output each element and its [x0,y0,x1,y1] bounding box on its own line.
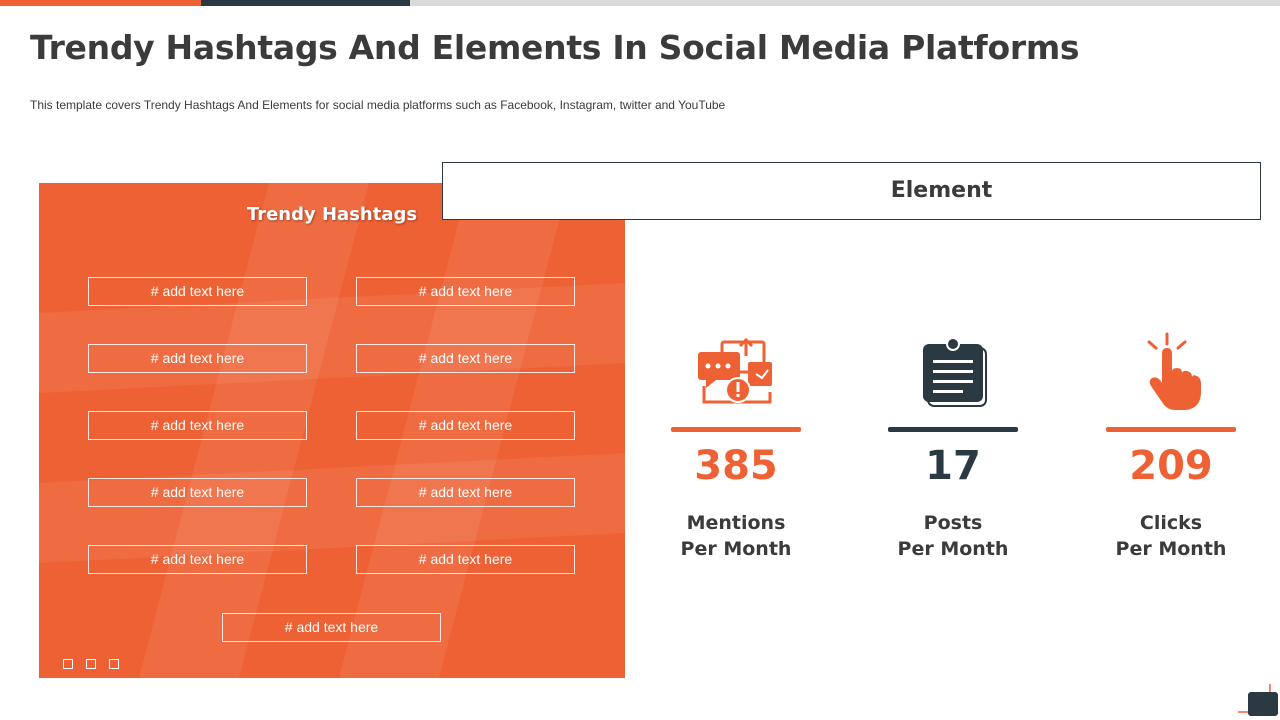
stat-value: 17 [925,443,981,489]
square-icon [109,659,119,669]
square-icon [63,659,73,669]
social-media-chat-icon [698,337,772,404]
stat-label: Posts Per Month [897,512,1009,560]
notepad-icon [923,337,987,407]
stat-divider [888,427,1018,432]
stat-divider [671,427,801,432]
click-hand-icon [1147,332,1201,410]
hashtag-field[interactable]: # add text here [88,277,307,306]
hashtag-watermark-icon [39,183,625,678]
hashtag-field[interactable]: # add text here [222,613,441,642]
element-header: Element [442,162,1261,220]
stat-label: Mentions Per Month [680,512,792,560]
hashtag-field[interactable]: # add text here [356,344,575,373]
page-title: Trendy Hashtags And Elements In Social M… [30,28,1080,67]
stat-divider [1106,427,1236,432]
hashtag-field[interactable]: # add text here [356,478,575,507]
accent-bar-dark [201,0,410,6]
hashtag-field[interactable]: # add text here [88,545,307,574]
accent-bar-orange [0,0,201,6]
stat-mentions: 385 Mentions Per Month [671,330,801,570]
hashtag-field[interactable]: # add text here [88,344,307,373]
accent-bar-gray [410,0,1280,6]
hashtag-field[interactable]: # add text here [356,545,575,574]
element-header-label: Element [890,178,993,203]
corner-decoration-icon [1238,684,1278,716]
hashtag-field[interactable]: # add text here [88,411,307,440]
top-accent-bar [0,0,1280,6]
hashtag-field[interactable]: # add text here [356,411,575,440]
hashtag-field[interactable]: # add text here [88,478,307,507]
stat-value: 209 [1129,443,1213,489]
page-subtitle: This template covers Trendy Hashtags And… [30,98,726,112]
stat-clicks: 209 Clicks Per Month [1106,330,1236,570]
stat-label: Clicks Per Month [1115,512,1227,560]
stat-value: 385 [694,443,778,489]
trendy-hashtags-panel: Trendy Hashtags # add text here # add te… [39,183,625,678]
stat-posts: 17 Posts Per Month [888,330,1018,570]
hashtag-field[interactable]: # add text here [356,277,575,306]
square-icon [86,659,96,669]
hashtags-panel-title: Trendy Hashtags [246,204,418,225]
